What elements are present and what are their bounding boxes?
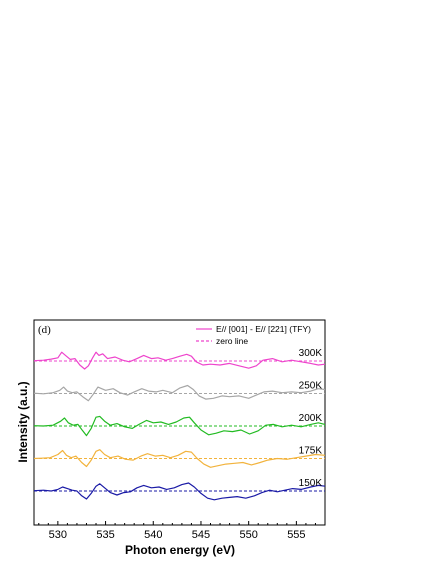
x-tick-label-550: 550	[239, 529, 257, 541]
plot-frame	[33, 319, 326, 526]
series-lines	[33, 351, 326, 501]
x-tick-label-545: 545	[192, 529, 210, 541]
temperature-labels: 300K 250K 200K 175K 150K	[299, 348, 323, 489]
legend-entry-difference: E// [001] - E// [221] (TFY)	[216, 324, 311, 334]
series-label-200K: 200K	[299, 413, 323, 424]
series-label-300K: 300K	[299, 348, 323, 359]
y-axis-label: Intensity (a.u.)	[16, 381, 30, 462]
panel-label: (d)	[38, 324, 51, 336]
x-tick-label-530: 530	[49, 529, 67, 541]
legend: E// [001] - E// [221] (TFY) zero line	[196, 324, 311, 346]
series-line-150K	[33, 482, 326, 501]
series-label-175K: 175K	[299, 446, 323, 457]
legend-entry-zero-line: zero line	[216, 336, 248, 346]
x-axis-label: Photon energy (eV)	[125, 543, 235, 557]
series-line-250K	[33, 384, 326, 402]
series-label-150K: 150K	[299, 478, 323, 489]
series-line-300K	[33, 351, 326, 370]
x-tick-label-540: 540	[144, 529, 162, 541]
series-line-200K	[33, 415, 326, 437]
x-axis-ticks: 530 535 540 545 550 555	[38, 521, 326, 541]
x-tick-label-555: 555	[287, 529, 305, 541]
series-label-250K: 250K	[299, 381, 323, 392]
x-tick-label-535: 535	[96, 529, 114, 541]
series-line-175K	[33, 449, 326, 468]
